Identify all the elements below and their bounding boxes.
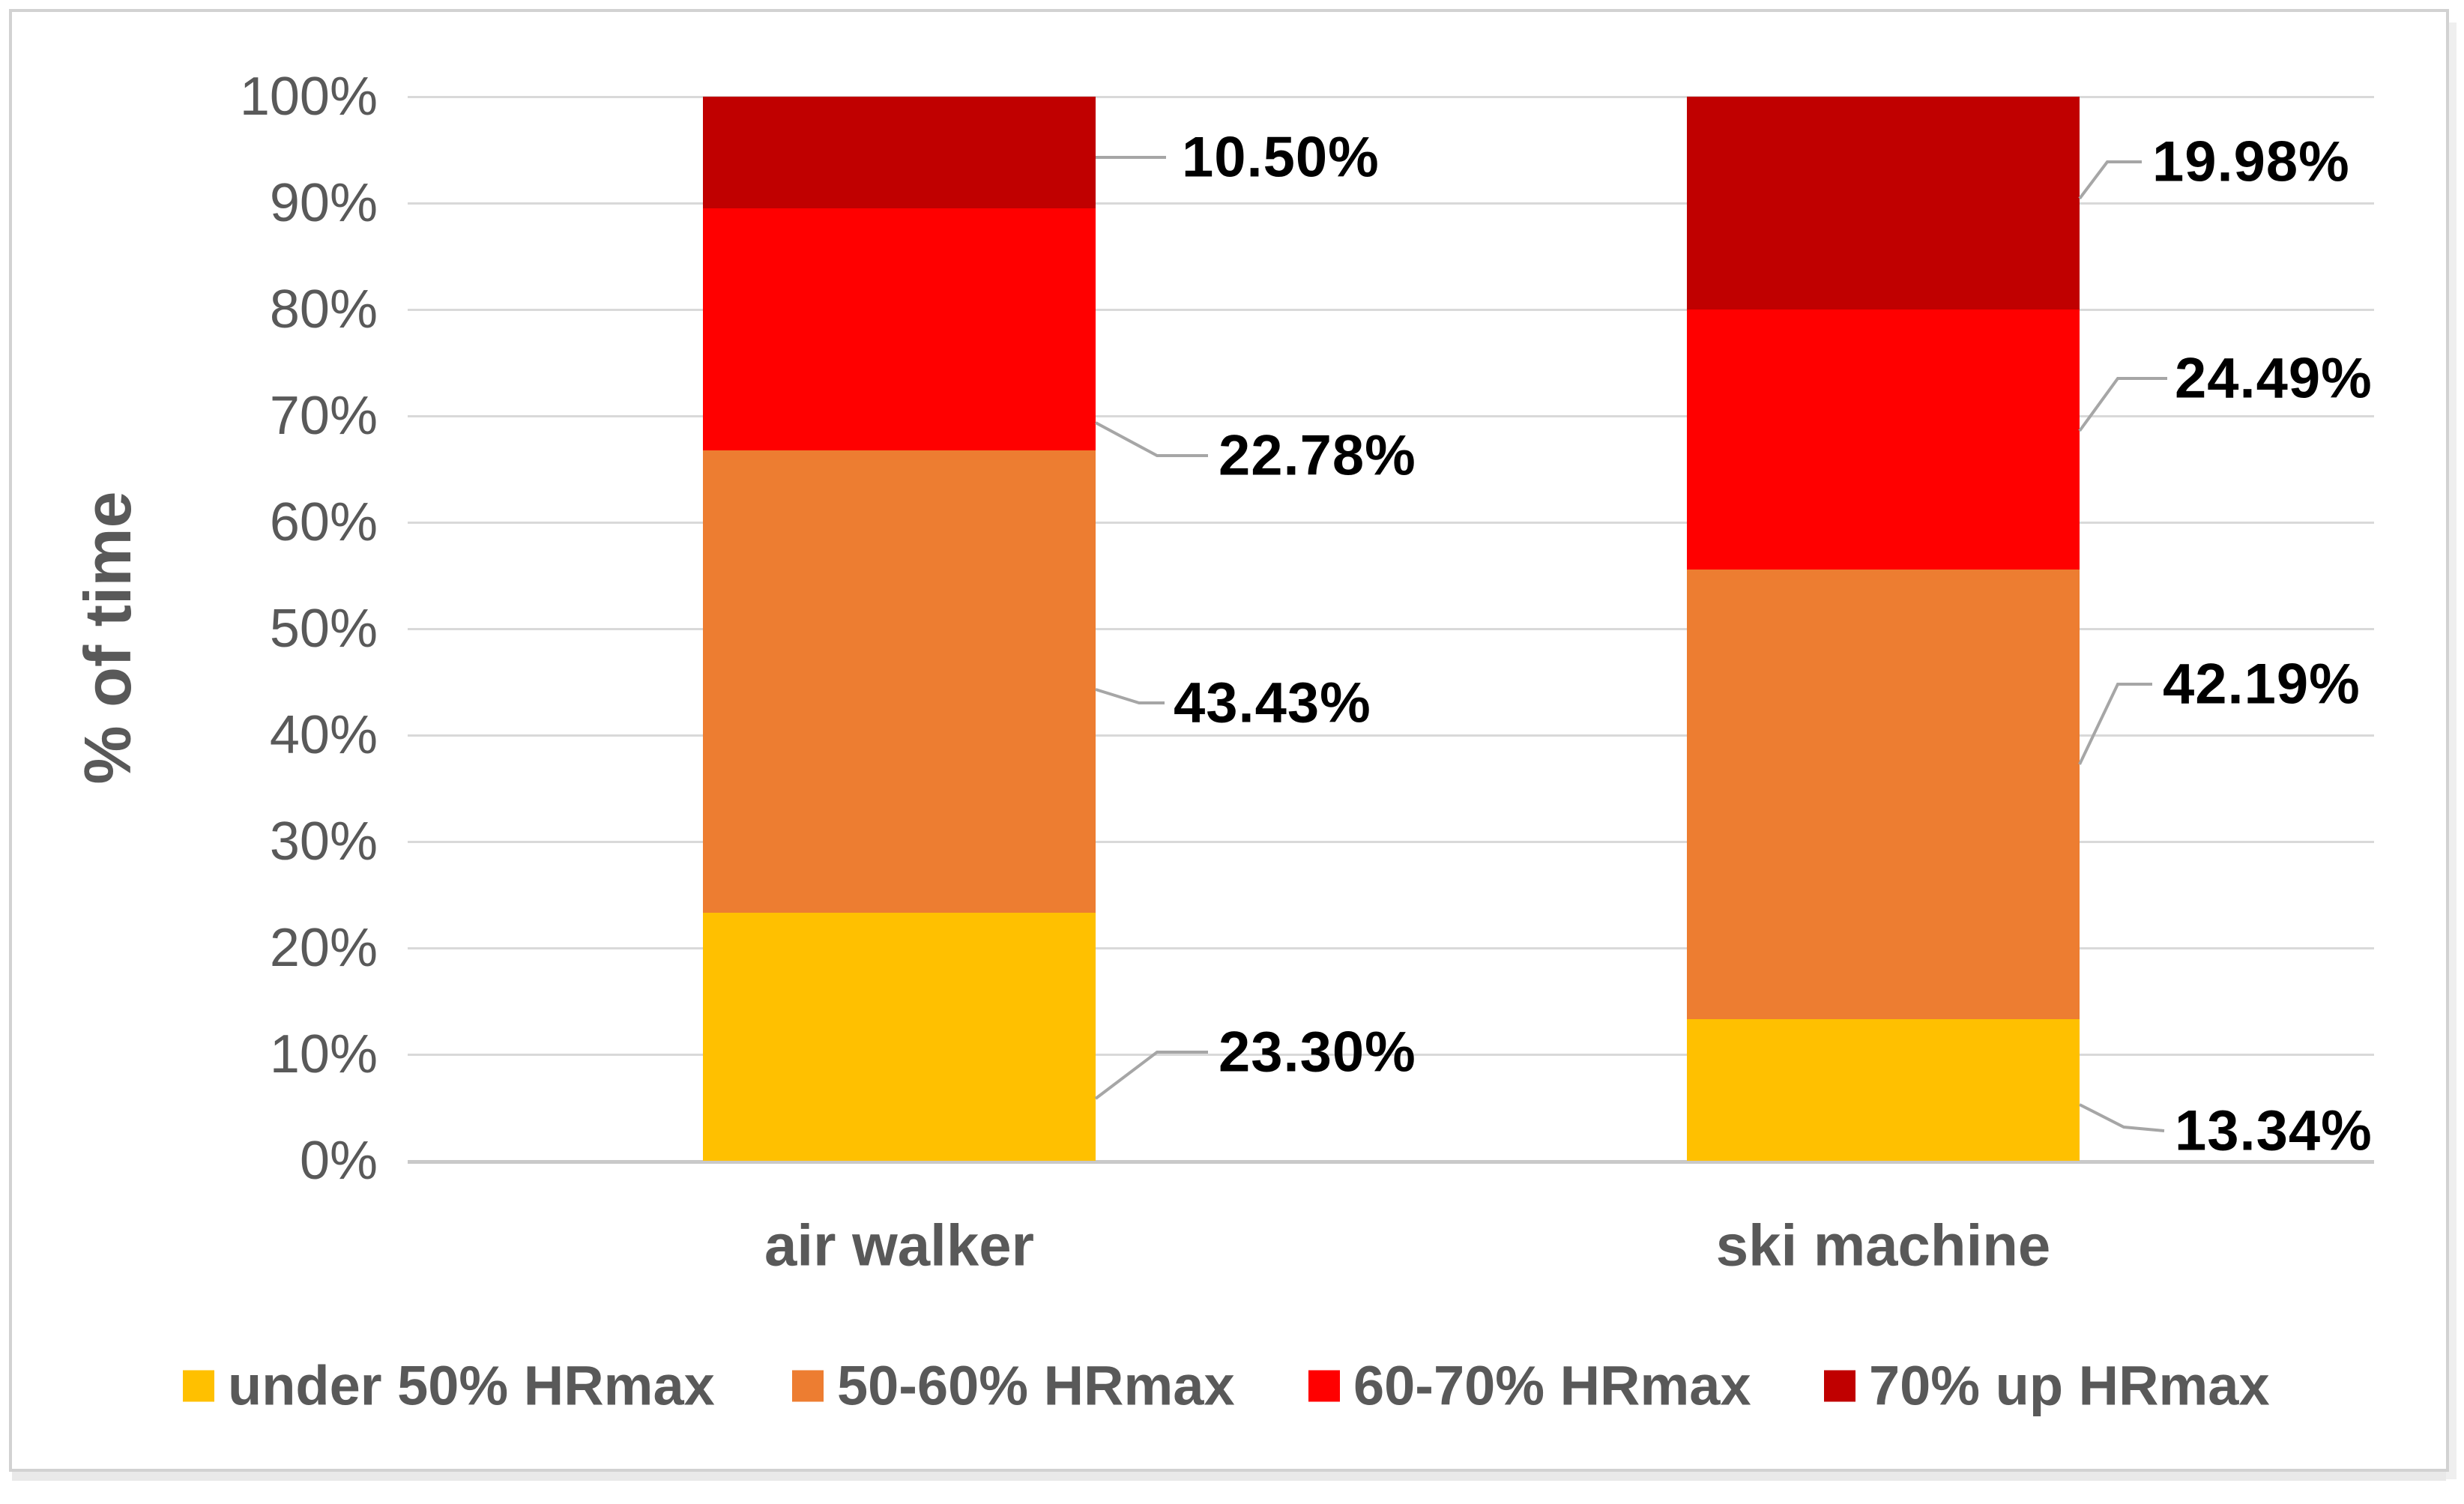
data-label-ski-machine-series-2: 24.49% (2175, 346, 2373, 411)
legend-swatch-icon (1308, 1370, 1340, 1401)
y-tick-label: 80% (269, 280, 378, 339)
bar-segment-air-walker-series-3 (703, 97, 1096, 208)
bar-segment-ski-machine-series-3 (1687, 97, 2080, 309)
x-category-label: air walker (764, 1212, 1034, 1278)
data-label-ski-machine-series-0: 13.34% (2175, 1099, 2373, 1163)
y-tick-label: 20% (269, 918, 378, 978)
y-tick-label: 50% (269, 599, 378, 659)
y-tick-label: 40% (269, 705, 378, 765)
bar-segment-ski-machine-series-1 (1687, 570, 2080, 1019)
bar-segment-air-walker-series-0 (703, 913, 1096, 1161)
gridline-90% (408, 202, 2374, 205)
gridline-60% (408, 522, 2374, 524)
gridline-0% (408, 1160, 2374, 1164)
y-tick-label: 60% (269, 492, 378, 552)
bar-segment-air-walker-series-1 (703, 450, 1096, 913)
legend-item-0: under 50% HRmax (183, 1354, 715, 1418)
legend-label: under 50% HRmax (228, 1354, 715, 1417)
y-tick-label: 10% (269, 1024, 378, 1084)
y-tick-label: 30% (269, 812, 378, 872)
y-tick-label: 70% (269, 386, 378, 446)
bar-segment-ski-machine-series-0 (1687, 1018, 2080, 1161)
data-label-ski-machine-series-3: 19.98% (2152, 130, 2350, 194)
y-tick-label: 100% (239, 67, 378, 127)
bar-segment-ski-machine-series-2 (1687, 309, 2080, 570)
y-tick-label: 90% (269, 173, 378, 233)
data-label-air-walker-series-2: 22.78% (1219, 423, 1416, 488)
legend: under 50% HRmax 50-60% HRmax 60-70% HRmax 7… (12, 12, 2452, 1475)
data-label-air-walker-series-0: 23.30% (1219, 1020, 1416, 1084)
legend-swatch-icon (792, 1370, 824, 1401)
data-label-air-walker-series-3: 10.50% (1182, 125, 1380, 190)
gridline-100% (408, 96, 2374, 98)
legend-item-2: 60-70% HRmax (1308, 1354, 1751, 1418)
y-tick-label: 0% (299, 1131, 378, 1191)
bar-segment-air-walker-series-2 (703, 208, 1096, 451)
legend-item-1: 50-60% HRmax (792, 1354, 1235, 1418)
gridline-80% (408, 309, 2374, 311)
plot-area: 0% 10% 20% 30% 40% 50% 60% 70% 80% 90% 100% air wal… (12, 12, 2452, 1475)
legend-swatch-icon (183, 1370, 214, 1401)
legend-item-3: 70% up HRmax (1824, 1354, 2270, 1418)
gridline-10% (408, 1054, 2374, 1056)
chart-canvas: % of time 0% 10% 20% 30% 40% 50% 60% 70% 80% 90% 1… (9, 9, 2449, 1472)
gridline-40% (408, 734, 2374, 737)
legend-label: 50-60% HRmax (837, 1354, 1235, 1417)
legend-swatch-icon (1824, 1370, 1855, 1401)
gridline-50% (408, 628, 2374, 630)
gridline-70% (408, 415, 2374, 417)
data-label-air-walker-series-1: 43.43% (1174, 671, 1371, 735)
legend-label: 70% up HRmax (1869, 1354, 2270, 1417)
gridline-20% (408, 947, 2374, 949)
gridline-30% (408, 841, 2374, 843)
x-category-label: ski machine (1715, 1212, 2051, 1278)
legend-label: 60-70% HRmax (1353, 1354, 1751, 1417)
data-label-ski-machine-series-1: 42.19% (2163, 652, 2361, 716)
